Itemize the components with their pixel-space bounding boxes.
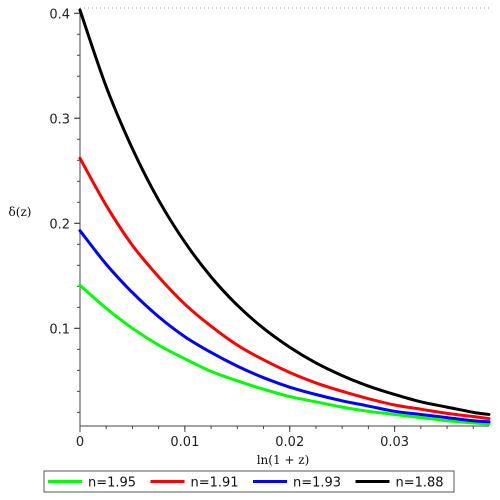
legend-label: n=1.91	[191, 476, 239, 491]
series-lines	[78, 8, 491, 426]
ticks: 0.1 0.2 0.3 0.4 0 0.01 0.02 0.03	[49, 7, 474, 450]
x-tick-label: 0.01	[170, 435, 199, 450]
x-axis-label: ln(1 + z)	[257, 453, 310, 467]
legend-label: n=1.88	[396, 476, 444, 491]
series-line-n-1-95	[78, 283, 491, 426]
x-tick-label: 0.03	[380, 435, 409, 450]
series-line-n-1-88	[78, 8, 491, 416]
x-tick-label: 0	[76, 435, 84, 450]
y-tick-label: 0.3	[49, 112, 70, 127]
legend: n=1.95 n=1.91 n=1.93 n=1.88	[43, 470, 455, 493]
legend-label: n=1.93	[293, 476, 341, 491]
y-tick-label: 0.4	[49, 7, 70, 22]
x-tick-label: 0.02	[275, 435, 304, 450]
y-tick-label: 0.1	[49, 322, 70, 337]
series-line-n-1-93	[78, 229, 491, 424]
y-axis-label: δ(z)	[9, 205, 32, 219]
series-line-n-1-91	[78, 156, 491, 421]
axes	[79, 7, 489, 427]
legend-label: n=1.95	[88, 476, 136, 491]
y-tick-label: 0.2	[49, 217, 70, 232]
legend-box	[43, 470, 455, 493]
